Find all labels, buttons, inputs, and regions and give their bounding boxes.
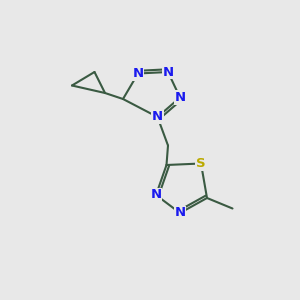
Text: N: N (150, 188, 162, 202)
Text: N: N (152, 110, 163, 124)
Text: N: N (162, 65, 174, 79)
Text: N: N (174, 91, 186, 104)
Text: S: S (196, 157, 206, 170)
Text: N: N (174, 206, 186, 220)
Text: N: N (132, 67, 144, 80)
